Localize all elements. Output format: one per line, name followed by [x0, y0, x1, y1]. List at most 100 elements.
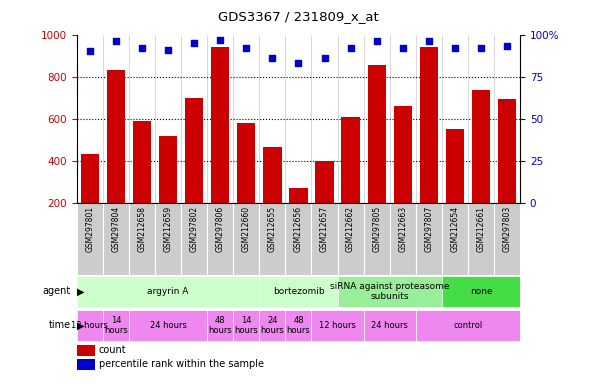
Bar — [207, 202, 233, 275]
Bar — [285, 310, 311, 341]
Bar — [468, 202, 494, 275]
Text: ▶: ▶ — [77, 321, 85, 331]
Point — [502, 43, 512, 50]
Point — [476, 45, 486, 51]
Text: agent: agent — [43, 286, 71, 296]
Point — [111, 38, 121, 44]
Point — [346, 45, 355, 51]
Text: GSM212655: GSM212655 — [268, 206, 277, 252]
Bar — [416, 310, 520, 341]
Bar — [77, 344, 95, 356]
Text: time: time — [49, 321, 71, 331]
Point — [216, 36, 225, 43]
Text: 24 hours: 24 hours — [150, 321, 187, 330]
Bar — [311, 310, 363, 341]
Bar — [181, 202, 207, 275]
Text: GSM212660: GSM212660 — [242, 206, 251, 252]
Text: GSM212662: GSM212662 — [346, 206, 355, 252]
Text: 14
hours: 14 hours — [235, 316, 258, 335]
Text: GSM212657: GSM212657 — [320, 206, 329, 252]
Point — [242, 45, 251, 51]
Bar — [337, 276, 442, 307]
Point — [320, 55, 329, 61]
Bar — [416, 202, 442, 275]
Text: GSM297803: GSM297803 — [502, 206, 512, 252]
Text: 14
hours: 14 hours — [104, 316, 128, 335]
Bar — [77, 310, 103, 341]
Point — [268, 55, 277, 61]
Bar — [472, 90, 490, 245]
Bar — [133, 121, 151, 245]
Bar — [207, 310, 233, 341]
Text: bortezomib: bortezomib — [272, 287, 324, 296]
Text: GSM297802: GSM297802 — [190, 206, 199, 252]
Bar — [155, 202, 181, 275]
Bar — [442, 276, 520, 307]
Text: GSM297807: GSM297807 — [424, 206, 433, 252]
Bar — [285, 202, 311, 275]
Bar — [316, 161, 334, 245]
Bar — [211, 47, 229, 245]
Text: GSM212663: GSM212663 — [398, 206, 407, 252]
Text: GSM212659: GSM212659 — [164, 206, 173, 252]
Bar — [237, 123, 255, 245]
Point — [137, 45, 147, 51]
Bar — [233, 202, 259, 275]
Text: siRNA against proteasome
subunits: siRNA against proteasome subunits — [330, 282, 450, 301]
Text: GSM212654: GSM212654 — [450, 206, 459, 252]
Point — [450, 45, 460, 51]
Bar — [103, 202, 129, 275]
Bar — [337, 202, 363, 275]
Bar — [233, 310, 259, 341]
Point — [85, 48, 95, 55]
Bar — [103, 310, 129, 341]
Text: GSM212656: GSM212656 — [294, 206, 303, 252]
Bar — [311, 202, 337, 275]
Bar — [259, 276, 337, 307]
Bar — [442, 202, 468, 275]
Bar — [368, 65, 386, 245]
Text: ▶: ▶ — [77, 286, 85, 296]
Text: GSM212661: GSM212661 — [476, 206, 485, 252]
Text: GSM297806: GSM297806 — [216, 206, 225, 252]
Point — [163, 46, 173, 53]
Point — [398, 45, 407, 51]
Bar — [498, 99, 516, 245]
Text: control: control — [453, 321, 483, 330]
Bar — [185, 98, 203, 245]
Bar — [129, 202, 155, 275]
Bar — [77, 202, 103, 275]
Point — [424, 38, 434, 44]
Text: GSM297805: GSM297805 — [372, 206, 381, 252]
Text: percentile rank within the sample: percentile rank within the sample — [99, 359, 264, 369]
Point — [294, 60, 303, 66]
Text: GSM297804: GSM297804 — [112, 206, 121, 252]
Point — [372, 38, 381, 44]
Bar — [389, 202, 416, 275]
Bar — [129, 310, 207, 341]
Text: 24 hours: 24 hours — [371, 321, 408, 330]
Point — [190, 40, 199, 46]
Bar — [363, 310, 416, 341]
Bar — [81, 154, 99, 245]
Bar — [259, 310, 285, 341]
Bar — [446, 129, 464, 245]
Bar — [263, 147, 281, 245]
Bar — [107, 70, 125, 245]
Text: 12 hours: 12 hours — [72, 321, 108, 330]
Text: none: none — [470, 287, 492, 296]
Text: count: count — [99, 345, 126, 355]
Bar — [363, 202, 389, 275]
Text: GSM297801: GSM297801 — [85, 206, 95, 252]
Bar — [342, 118, 360, 245]
Bar — [290, 188, 307, 245]
Text: GDS3367 / 231809_x_at: GDS3367 / 231809_x_at — [218, 10, 379, 23]
Bar — [394, 106, 412, 245]
Bar — [259, 202, 285, 275]
Text: 48
hours: 48 hours — [209, 316, 232, 335]
Bar — [159, 136, 177, 245]
Bar — [420, 47, 438, 245]
Text: GSM212658: GSM212658 — [138, 206, 147, 252]
Bar — [77, 276, 259, 307]
Text: 48
hours: 48 hours — [287, 316, 310, 335]
